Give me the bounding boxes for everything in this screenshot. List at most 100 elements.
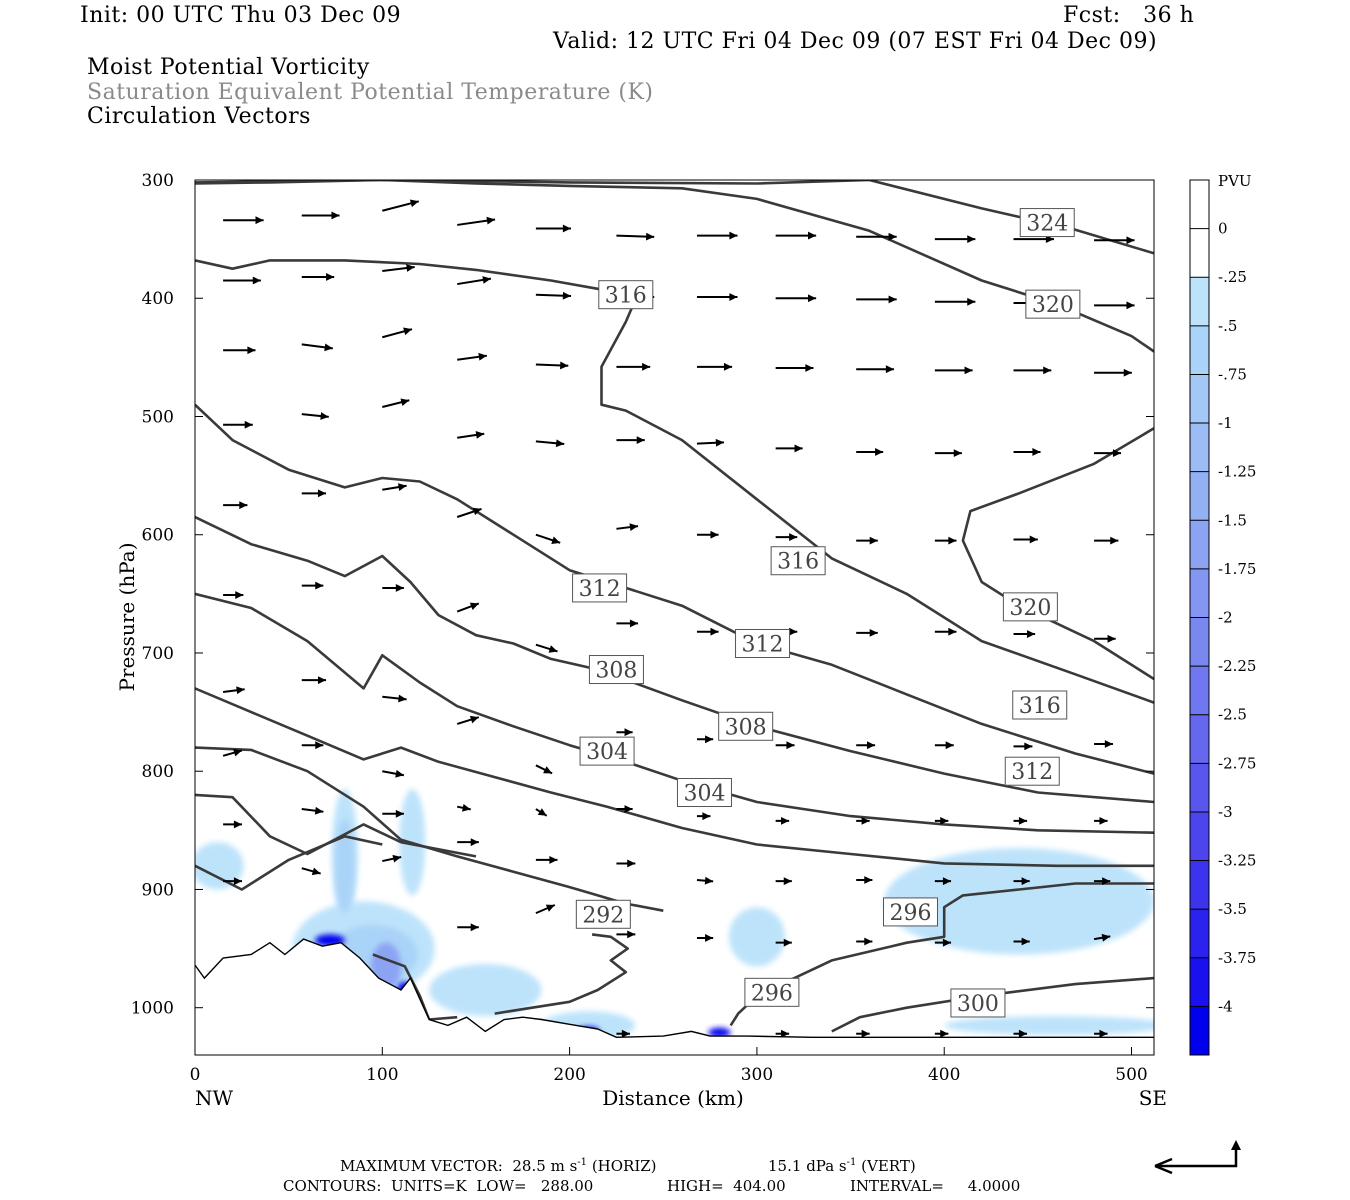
max-horiz-value: 28.5 — [512, 1157, 546, 1175]
circulation-vector — [934, 938, 952, 947]
contour-label-text: 312 — [742, 633, 784, 658]
vector-head — [702, 812, 711, 821]
vector-head — [705, 934, 714, 942]
colorbar-swatch — [1190, 666, 1209, 716]
vector-head — [1043, 366, 1052, 375]
vector-head — [397, 483, 407, 491]
pv-patch — [429, 963, 542, 1016]
vector-head — [482, 276, 491, 284]
colorbar-label: -3.25 — [1218, 852, 1256, 870]
vector-head — [864, 876, 873, 884]
vector-head — [317, 489, 327, 498]
vector-head — [705, 735, 714, 744]
thetaes-contour — [494, 933, 629, 1015]
vector-head — [953, 449, 962, 458]
circulation-vector — [856, 816, 870, 825]
circulation-vector — [696, 293, 738, 301]
circulation-vector — [457, 838, 479, 847]
vector-head — [1021, 937, 1030, 946]
circulation-vector — [856, 232, 897, 241]
thetaes-contour — [961, 427, 1154, 681]
vector-head — [562, 224, 571, 233]
pv-patch — [195, 842, 244, 890]
circulation-vector — [1094, 236, 1135, 245]
circulation-vector — [535, 904, 556, 915]
circulation-vector — [775, 444, 803, 453]
contour-label: 316 — [598, 280, 654, 310]
circulation-vector — [856, 1029, 870, 1038]
contour-label-text: 320 — [1032, 293, 1074, 318]
circulation-vector — [856, 937, 873, 946]
vector-head — [395, 584, 404, 592]
vector-head — [409, 199, 419, 208]
circulation-vector — [616, 436, 645, 445]
max-vert-exponent: -1 — [846, 1157, 857, 1168]
thetaes-contour — [372, 953, 458, 1021]
circulation-vector — [1094, 301, 1135, 310]
circulation-vector — [535, 533, 561, 544]
circulation-vector — [457, 276, 492, 286]
vector-head — [1024, 742, 1033, 751]
circulation-vector — [1094, 816, 1108, 825]
circulation-vector — [1013, 1029, 1028, 1038]
terrain-mask — [195, 939, 1154, 1055]
circulation-vector — [457, 352, 488, 361]
vector-head — [1107, 634, 1116, 643]
colorbar-label: -2.5 — [1218, 706, 1247, 724]
vector-head — [636, 436, 645, 445]
vector-head — [1099, 1029, 1108, 1038]
contours-line: CONTOURS: UNITS=K LOW= 288.00 — [283, 1177, 593, 1195]
vector-head — [233, 877, 242, 886]
vector-head — [945, 741, 954, 750]
circulation-vector — [1013, 535, 1038, 544]
x-tick-label: 0 — [190, 1065, 201, 1085]
circulation-vector — [222, 748, 243, 757]
colorbar-label: -.25 — [1218, 268, 1247, 286]
contour-label-box — [598, 280, 654, 310]
colorbar-swatch — [1190, 423, 1209, 473]
contour-label: 312 — [1004, 756, 1060, 786]
vector-head — [940, 1029, 949, 1038]
circulation-vector — [456, 507, 482, 518]
circulation-vector — [934, 366, 973, 375]
circulation-vector — [934, 741, 954, 750]
pv-patch — [335, 818, 355, 914]
circulation-vector — [934, 297, 976, 306]
vector-head — [866, 741, 876, 750]
vector-head — [1123, 368, 1132, 377]
circulation-vector — [535, 764, 553, 775]
contour-label: 296 — [744, 977, 800, 1007]
vector-head — [315, 581, 324, 590]
contour-label: 308 — [718, 711, 774, 741]
max-vert-units: dPa s — [806, 1157, 847, 1175]
colorbar-title: PVU — [1218, 172, 1252, 190]
colorbar-swatch — [1190, 277, 1209, 327]
circulation-vector — [1013, 937, 1030, 946]
x-axis-title: Distance (km) — [602, 1086, 744, 1110]
colorbar-swatch — [1190, 617, 1209, 667]
contour-label: 304 — [579, 736, 635, 766]
vector-head — [311, 867, 321, 876]
x-end-label-left: NW — [195, 1086, 234, 1110]
vector-head — [875, 448, 884, 456]
circulation-vector — [616, 619, 639, 628]
circulation-vector — [457, 923, 479, 932]
vector-head — [392, 854, 402, 863]
circulation-vector — [1013, 630, 1036, 638]
circulation-vector — [223, 276, 261, 285]
vector-head — [781, 1029, 790, 1038]
colorbar-swatch — [1190, 909, 1209, 959]
colorbar-label: -3.5 — [1218, 900, 1247, 918]
y-axis-title: Pressure (hPa) — [115, 543, 139, 692]
contour-label-text: 296 — [751, 981, 793, 1006]
pv-patch — [728, 907, 786, 967]
circulation-vector — [382, 854, 402, 863]
vector-head — [537, 808, 547, 816]
circulation-vector — [223, 501, 248, 510]
circulation-vector — [382, 327, 413, 339]
contour-label: 312 — [735, 629, 791, 659]
x-tick-label: 200 — [553, 1065, 585, 1085]
vector-head — [560, 361, 569, 370]
contour-label-box — [718, 711, 774, 741]
circulation-vector — [696, 627, 719, 636]
